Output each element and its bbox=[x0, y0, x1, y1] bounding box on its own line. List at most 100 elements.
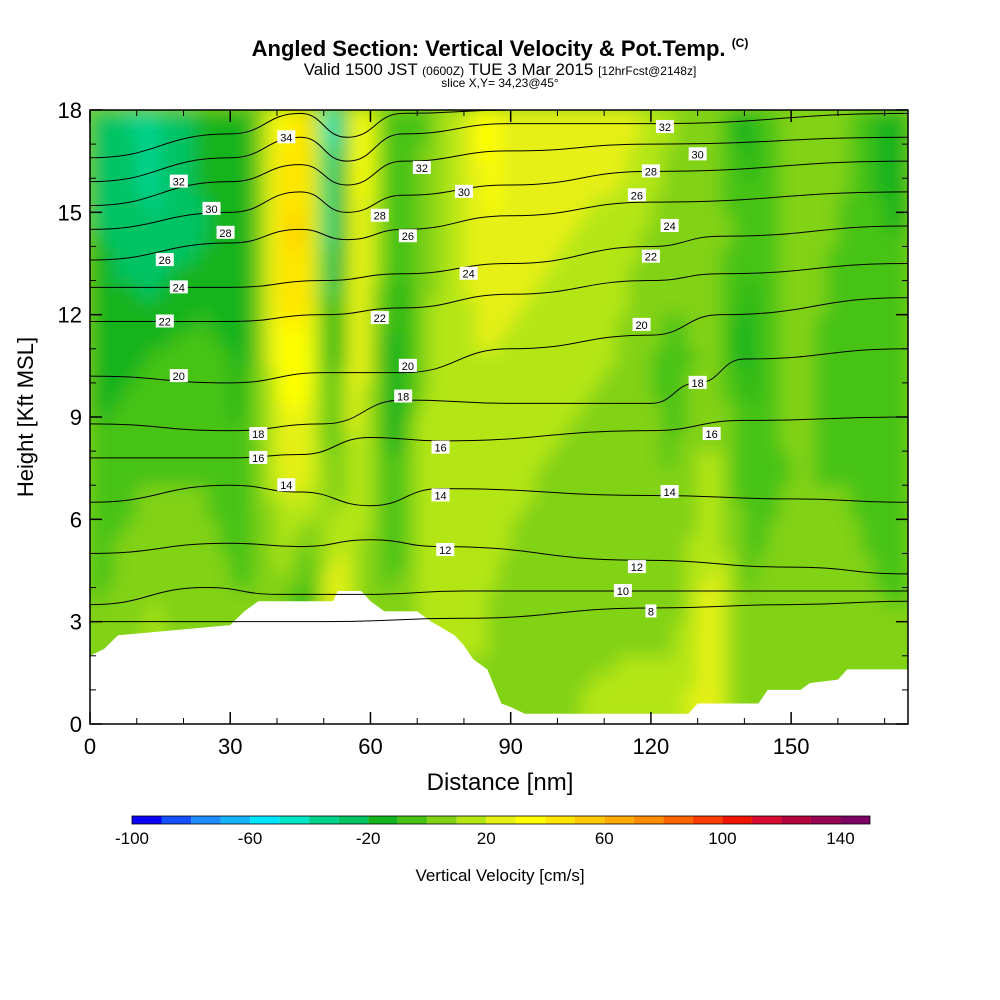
velocity-cell bbox=[394, 588, 407, 606]
velocity-cell bbox=[102, 622, 115, 640]
velocity-cell bbox=[137, 264, 150, 282]
velocity-cell bbox=[756, 673, 769, 691]
velocity-cell bbox=[429, 315, 442, 333]
velocity-cell bbox=[487, 605, 500, 623]
velocity-cell bbox=[850, 553, 863, 571]
velocity-cell bbox=[768, 246, 781, 264]
velocity-cell bbox=[791, 434, 804, 452]
velocity-cell bbox=[324, 400, 337, 418]
velocity-cell bbox=[815, 349, 828, 367]
velocity-cell bbox=[674, 110, 687, 128]
velocity-cell bbox=[639, 212, 652, 230]
velocity-cell bbox=[195, 161, 208, 179]
velocity-cell bbox=[791, 383, 804, 401]
velocity-cell bbox=[499, 400, 512, 418]
velocity-cell bbox=[838, 451, 851, 469]
velocity-cell bbox=[148, 588, 161, 606]
velocity-cell bbox=[219, 519, 232, 537]
velocity-cell bbox=[452, 434, 465, 452]
velocity-cell bbox=[815, 502, 828, 520]
velocity-cell bbox=[744, 639, 757, 657]
velocity-cell bbox=[335, 332, 348, 350]
velocity-cell bbox=[137, 485, 150, 503]
velocity-cell bbox=[394, 178, 407, 196]
velocity-cell bbox=[581, 502, 594, 520]
velocity-cell bbox=[896, 229, 909, 247]
velocity-cell bbox=[172, 605, 185, 623]
velocity-cell bbox=[148, 571, 161, 589]
velocity-cell bbox=[709, 315, 722, 333]
velocity-cell bbox=[733, 349, 746, 367]
velocity-cell bbox=[744, 281, 757, 299]
velocity-cell bbox=[417, 246, 430, 264]
velocity-cell bbox=[850, 246, 863, 264]
velocity-cell bbox=[90, 332, 103, 350]
velocity-cell bbox=[803, 536, 816, 554]
velocity-cell bbox=[861, 588, 874, 606]
velocity-cell bbox=[522, 144, 535, 162]
velocity-cell bbox=[324, 502, 337, 520]
velocity-cell bbox=[499, 588, 512, 606]
velocity-cell bbox=[604, 485, 617, 503]
velocity-cell bbox=[733, 553, 746, 571]
velocity-cell bbox=[219, 605, 232, 623]
velocity-cell bbox=[254, 127, 267, 145]
velocity-cell bbox=[522, 229, 535, 247]
velocity-cell bbox=[90, 588, 103, 606]
velocity-cell bbox=[265, 246, 278, 264]
velocity-cell bbox=[838, 195, 851, 213]
velocity-cell bbox=[300, 332, 313, 350]
velocity-cell bbox=[639, 417, 652, 435]
velocity-cell bbox=[581, 195, 594, 213]
velocity-cell bbox=[195, 110, 208, 128]
velocity-cell bbox=[125, 315, 138, 333]
velocity-cell bbox=[826, 281, 839, 299]
velocity-cell bbox=[511, 383, 524, 401]
velocity-cell bbox=[511, 229, 524, 247]
velocity-cell bbox=[861, 383, 874, 401]
velocity-cell bbox=[487, 195, 500, 213]
velocity-cell bbox=[254, 349, 267, 367]
velocity-cell bbox=[873, 264, 886, 282]
velocity-cell bbox=[674, 144, 687, 162]
velocity-cell bbox=[616, 195, 629, 213]
velocity-cell bbox=[885, 144, 898, 162]
velocity-cell bbox=[265, 383, 278, 401]
velocity-cell bbox=[125, 605, 138, 623]
velocity-cell bbox=[721, 110, 734, 128]
colorbar-swatch bbox=[840, 816, 870, 824]
velocity-cell bbox=[487, 144, 500, 162]
velocity-cell bbox=[861, 264, 874, 282]
velocity-cell bbox=[452, 110, 465, 128]
velocity-cell bbox=[674, 656, 687, 674]
velocity-cell bbox=[885, 110, 898, 128]
velocity-cell bbox=[663, 588, 676, 606]
velocity-cell bbox=[663, 673, 676, 691]
velocity-cell bbox=[709, 229, 722, 247]
velocity-cell bbox=[628, 434, 641, 452]
velocity-cell bbox=[207, 485, 220, 503]
colorbar-swatch bbox=[457, 816, 487, 824]
velocity-cell bbox=[616, 246, 629, 264]
velocity-cell bbox=[452, 571, 465, 589]
velocity-cell bbox=[522, 366, 535, 384]
velocity-cell bbox=[569, 144, 582, 162]
velocity-cell bbox=[125, 383, 138, 401]
velocity-cell bbox=[733, 656, 746, 674]
velocity-cell bbox=[896, 400, 909, 418]
velocity-cell bbox=[896, 144, 909, 162]
velocity-cell bbox=[394, 127, 407, 145]
velocity-cell bbox=[709, 178, 722, 196]
velocity-cell bbox=[499, 264, 512, 282]
velocity-cell bbox=[721, 639, 734, 657]
velocity-cell bbox=[826, 195, 839, 213]
velocity-cell bbox=[663, 502, 676, 520]
contour-label-text: 28 bbox=[374, 211, 386, 223]
velocity-cell bbox=[686, 400, 699, 418]
velocity-cell bbox=[534, 281, 547, 299]
velocity-cell bbox=[102, 212, 115, 230]
velocity-cell bbox=[639, 519, 652, 537]
velocity-cell bbox=[183, 298, 196, 316]
velocity-cell bbox=[651, 366, 664, 384]
velocity-cell bbox=[569, 656, 582, 674]
